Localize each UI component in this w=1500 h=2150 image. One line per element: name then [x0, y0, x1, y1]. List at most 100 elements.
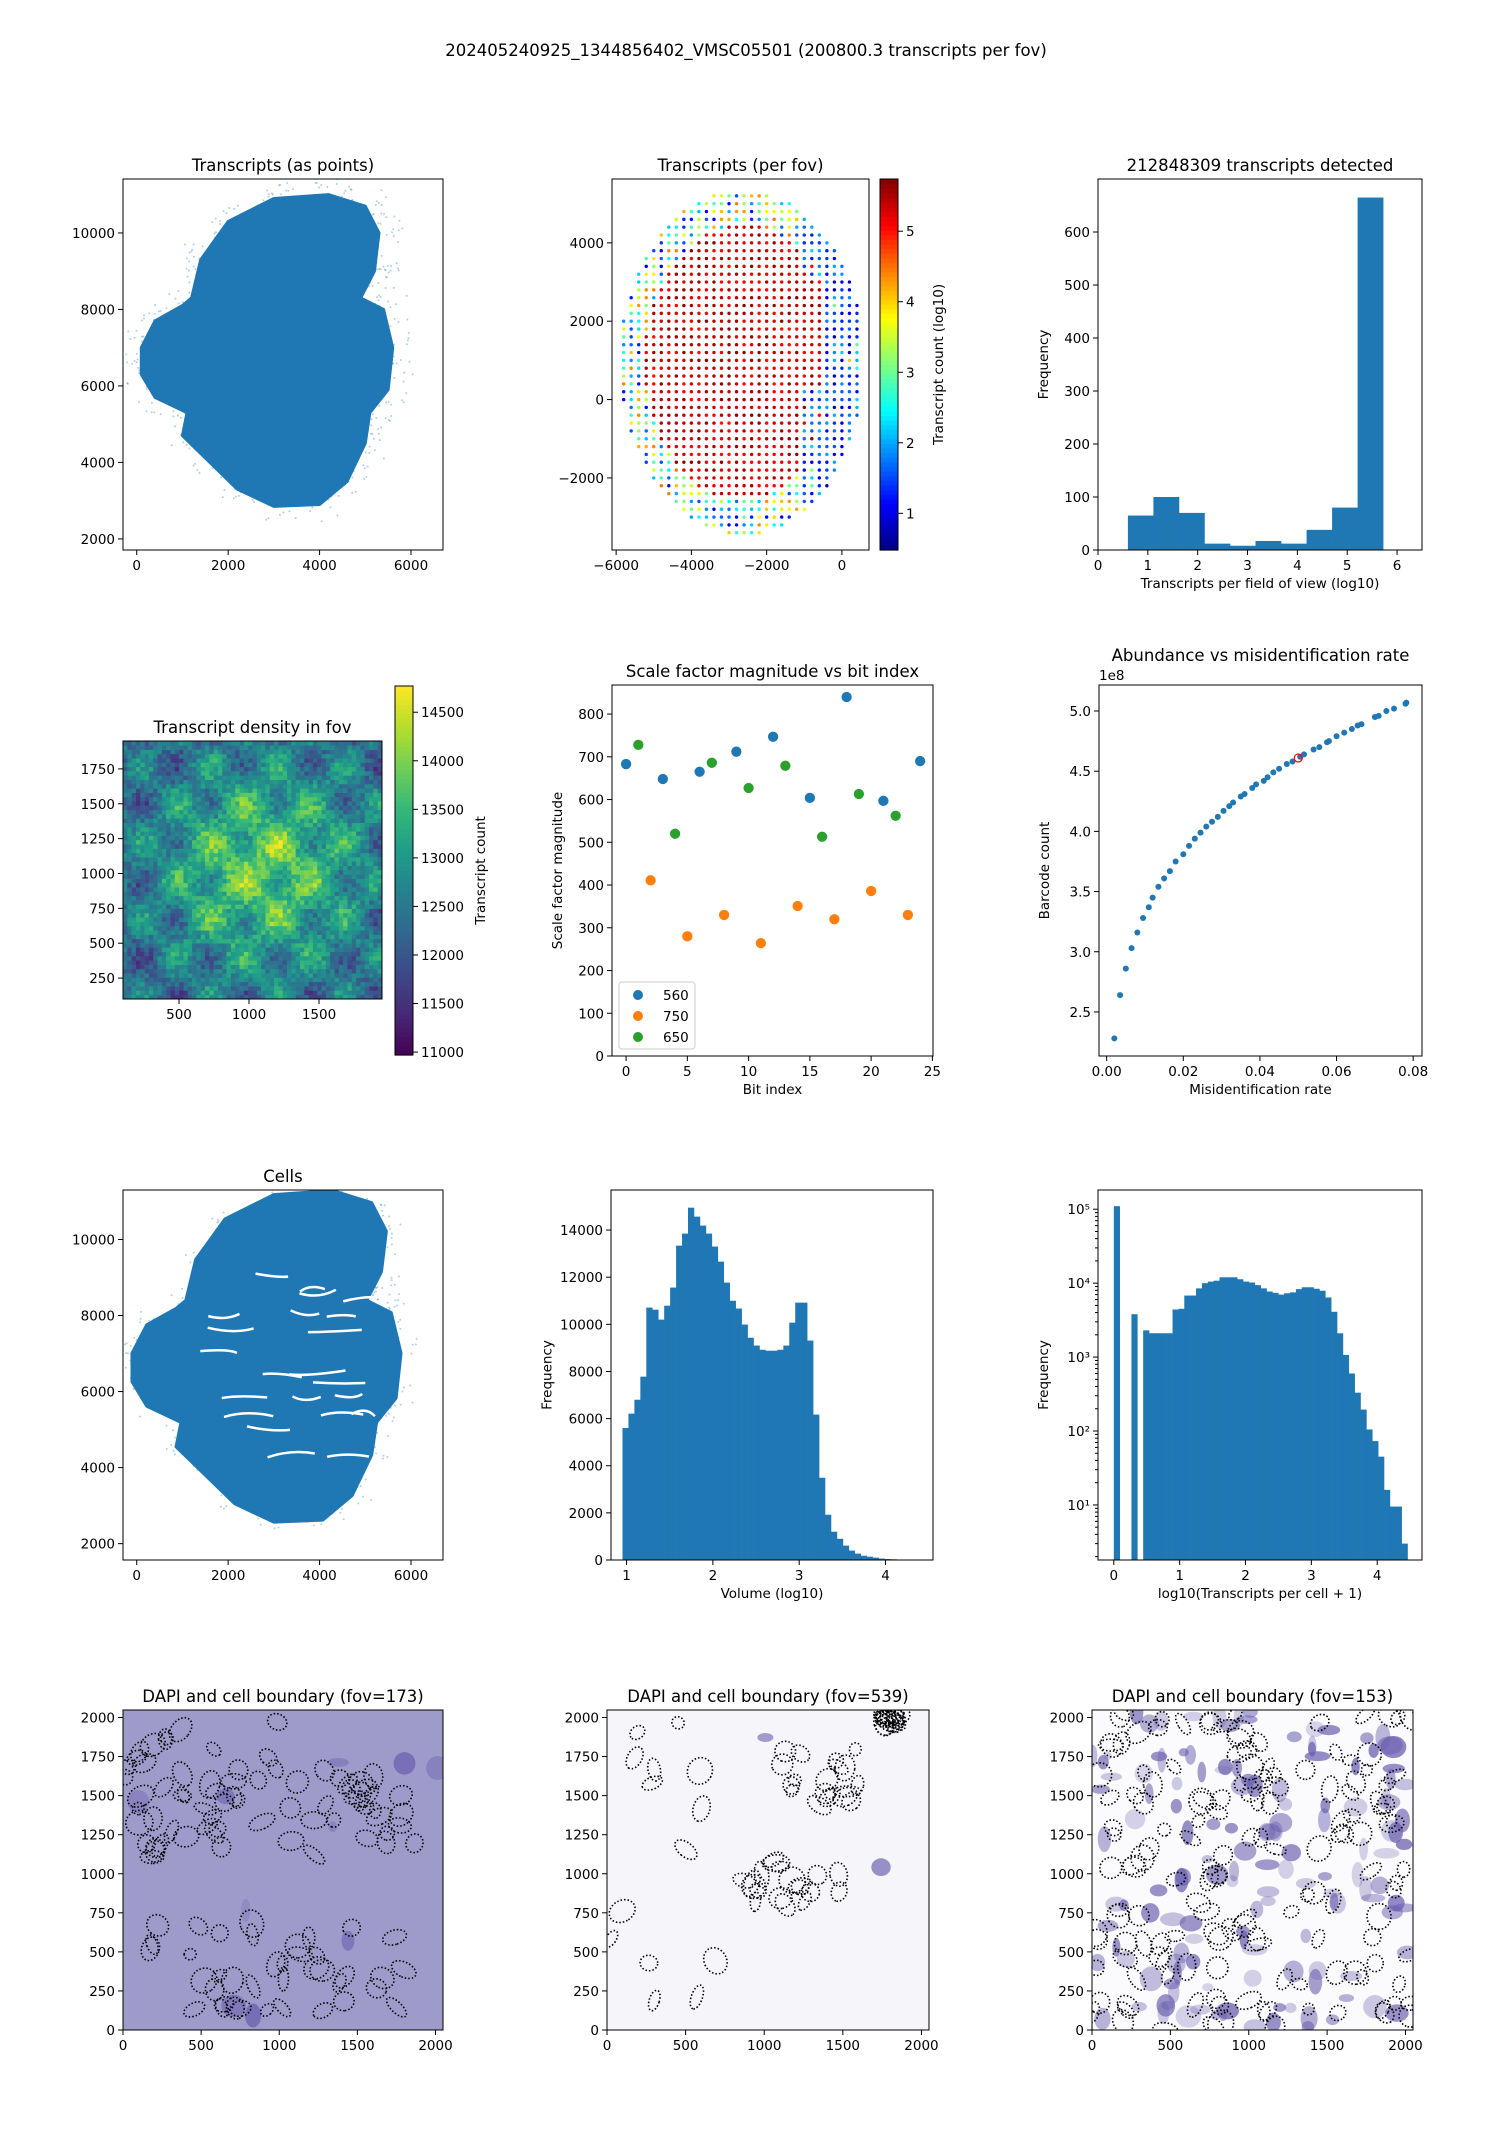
- heatmap-cell: [278, 848, 284, 854]
- fov-point: [817, 382, 822, 386]
- heatmap-cell: [291, 792, 296, 798]
- heatmap-cell: [334, 857, 340, 862]
- fov-point: [742, 366, 746, 370]
- heatmap-cell: [135, 956, 141, 961]
- fov-point: [674, 491, 679, 496]
- fov-point: [667, 491, 671, 496]
- heatmap-cell: [338, 827, 344, 832]
- heatmap-cell: [217, 882, 223, 888]
- heatmap-cell: [278, 814, 284, 819]
- fov-point: [652, 444, 656, 449]
- heatmap-cell: [248, 749, 253, 755]
- heatmap-cell: [209, 870, 214, 875]
- fov-point: [697, 343, 701, 347]
- heatmap-cell: [321, 943, 327, 948]
- heatmap-cell: [144, 990, 150, 995]
- heatmap-cell: [343, 900, 348, 905]
- heatmap-cell: [153, 938, 158, 944]
- fov-point: [644, 288, 648, 292]
- heatmap-cell: [338, 990, 344, 995]
- transcript-point: [314, 181, 317, 184]
- heatmap-cell: [274, 857, 279, 862]
- heatmap-cell: [192, 801, 197, 806]
- heatmap-cell: [274, 951, 279, 957]
- heatmap-cell: [282, 771, 288, 776]
- heatmap-cell: [161, 809, 167, 815]
- panel-3: 500 1000 15002505007501000125015001750Tran…: [81, 718, 383, 1023]
- fov-point: [689, 397, 694, 402]
- heatmap-cell: [131, 831, 137, 836]
- fov-point: [787, 217, 791, 222]
- transcript-point: [185, 267, 188, 270]
- transcript-point: [148, 312, 151, 315]
- transcript-point: [222, 210, 225, 213]
- heatmap-cell: [334, 809, 340, 815]
- heatmap-cell: [153, 852, 158, 858]
- heatmap-cell: [269, 930, 275, 935]
- fov-point: [847, 358, 852, 363]
- fov-point: [644, 343, 648, 347]
- fov-point: [727, 523, 731, 527]
- fov-point: [682, 303, 686, 308]
- fov-point: [832, 366, 837, 370]
- heatmap-cell: [325, 831, 331, 836]
- fov-point: [749, 413, 754, 417]
- fov-point: [674, 327, 679, 331]
- fov-point: [674, 264, 679, 269]
- heatmap-cell: [148, 981, 154, 987]
- heatmap-cell: [261, 775, 266, 780]
- heatmap-cell: [183, 930, 189, 935]
- heatmap-cell: [338, 835, 344, 841]
- heatmap-cell: [213, 818, 219, 823]
- histogram-bar: [1229, 545, 1256, 550]
- fov-point: [757, 264, 761, 269]
- fov-point: [712, 476, 716, 480]
- heatmap-cell: [287, 771, 292, 776]
- heatmap-cell: [166, 848, 171, 854]
- heatmap-cell: [153, 758, 158, 763]
- heatmap-cell: [252, 784, 258, 789]
- heatmap-cell: [274, 874, 279, 879]
- fov-point: [689, 444, 694, 449]
- heatmap-cell: [166, 930, 171, 935]
- heatmap-cell: [321, 913, 327, 918]
- fov-point: [734, 335, 739, 339]
- heatmap-cell: [174, 913, 180, 918]
- fov-point: [780, 264, 784, 269]
- heatmap-cell: [213, 874, 219, 879]
- fov-point: [652, 264, 656, 269]
- heatmap-cell: [153, 771, 158, 776]
- heatmap-cell: [187, 908, 193, 914]
- heatmap-cell: [334, 753, 340, 759]
- heatmap-cell: [170, 900, 176, 905]
- heatmap-cell: [252, 882, 258, 888]
- heatmap-cell: [196, 857, 201, 862]
- heatmap-cell: [256, 809, 262, 815]
- heatmap-cell: [287, 895, 292, 901]
- transcript-point: [320, 184, 323, 187]
- heatmap-cell: [248, 762, 253, 768]
- fov-point: [787, 201, 791, 206]
- heatmap-cell: [135, 934, 141, 940]
- heatmap-cell: [200, 827, 206, 832]
- heatmap-cell: [243, 865, 249, 871]
- heatmap-cell: [317, 762, 322, 768]
- fov-point: [825, 288, 829, 292]
- heatmap-cell: [278, 878, 284, 884]
- transcript-point: [211, 221, 214, 224]
- heatmap-cell: [200, 766, 206, 772]
- heatmap-cell: [287, 848, 292, 854]
- fov-point: [727, 350, 731, 355]
- fov-point: [764, 358, 769, 363]
- heatmap-cell: [274, 956, 279, 961]
- heatmap-cell: [174, 796, 180, 802]
- heatmap-cell: [256, 805, 262, 811]
- fov-point: [652, 460, 656, 464]
- heatmap-cell: [127, 990, 132, 995]
- heatmap-cell: [235, 822, 240, 828]
- heatmap-cell: [304, 771, 309, 776]
- heatmap-cell: [213, 921, 219, 927]
- fov-point: [637, 303, 641, 308]
- heatmap-cell: [209, 865, 214, 871]
- fov-point: [734, 358, 739, 363]
